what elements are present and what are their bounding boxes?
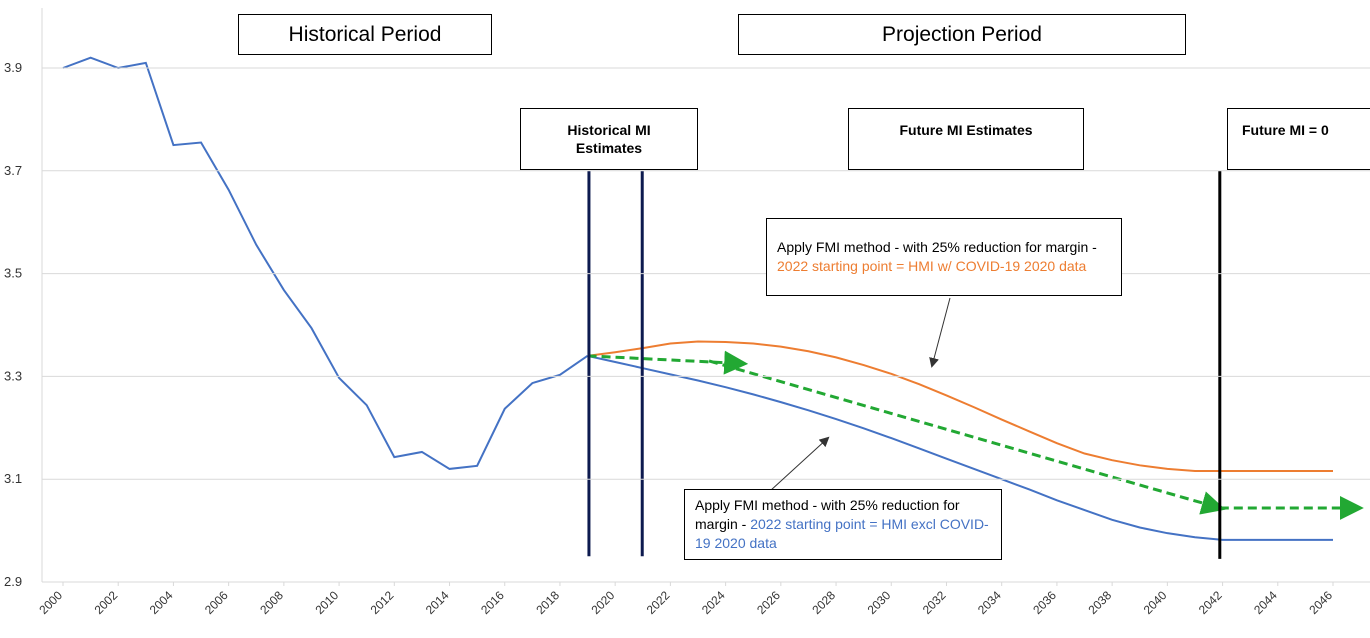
y-tick-label: 2.9 [4,574,22,589]
y-tick-label: 3.5 [4,266,22,281]
x-tick-label: 2038 [1085,588,1114,617]
x-tick-label: 2044 [1251,588,1280,617]
y-tick-label: 3.1 [4,471,22,486]
x-tick-label: 2026 [754,588,783,617]
annotation: Apply FMI method - with 25% reduction fo… [766,218,1122,296]
x-tick-label: 2022 [644,588,673,617]
x-tick-label: 2004 [147,588,176,617]
label-box: Historical MI Estimates [520,108,698,170]
x-tick-label: 2008 [257,588,286,617]
annotation-pointer [769,436,830,492]
label-box: Projection Period [738,14,1186,55]
x-tick-label: 2028 [809,588,838,617]
y-tick-label: 3.7 [4,163,22,178]
label-box: Future MI = 0 [1227,108,1370,170]
annotation-text: Apply FMI method - with 25% reduction fo… [777,239,1097,255]
x-tick-label: 2040 [1141,588,1170,617]
x-tick-label: 2000 [36,588,65,617]
annotation: Apply FMI method - with 25% reduction fo… [684,489,1002,560]
x-tick-label: 2012 [368,588,397,617]
series-line [587,340,1333,472]
x-tick-label: 2042 [1196,588,1225,617]
x-tick-label: 2032 [920,588,949,617]
x-tick-label: 2036 [1030,588,1059,617]
x-tick-label: 2002 [92,588,121,617]
x-tick-label: 2018 [533,588,562,617]
x-tick-label: 2016 [478,588,507,617]
annotation-text: Apply FMI method - with 25% reduction fo… [695,497,960,532]
y-tick-label: 3.3 [4,368,22,383]
label-box: Historical Period [238,14,492,55]
annotation-highlight: 2022 starting point = HMI excl COVID-19 … [695,516,989,551]
x-tick-label: 2034 [975,588,1004,617]
series-line [62,56,589,470]
x-tick-label: 2024 [699,588,728,617]
x-tick-label: 2014 [423,588,452,617]
x-tick-label: 2006 [202,588,231,617]
x-tick-label: 2010 [312,588,341,617]
x-tick-label: 2020 [589,588,618,617]
dashed-arrow [708,359,1226,515]
y-tick-label: 3.9 [4,60,22,75]
x-tick-label: 2046 [1306,588,1335,617]
label-box: Future MI Estimates [848,108,1084,170]
x-tick-label: 2030 [865,588,894,617]
dashed-arrow [587,350,749,375]
annotation-highlight: 2022 starting point = HMI w/ COVID-19 20… [777,258,1087,274]
annotation-pointer [929,297,951,368]
series-line [587,354,1333,541]
